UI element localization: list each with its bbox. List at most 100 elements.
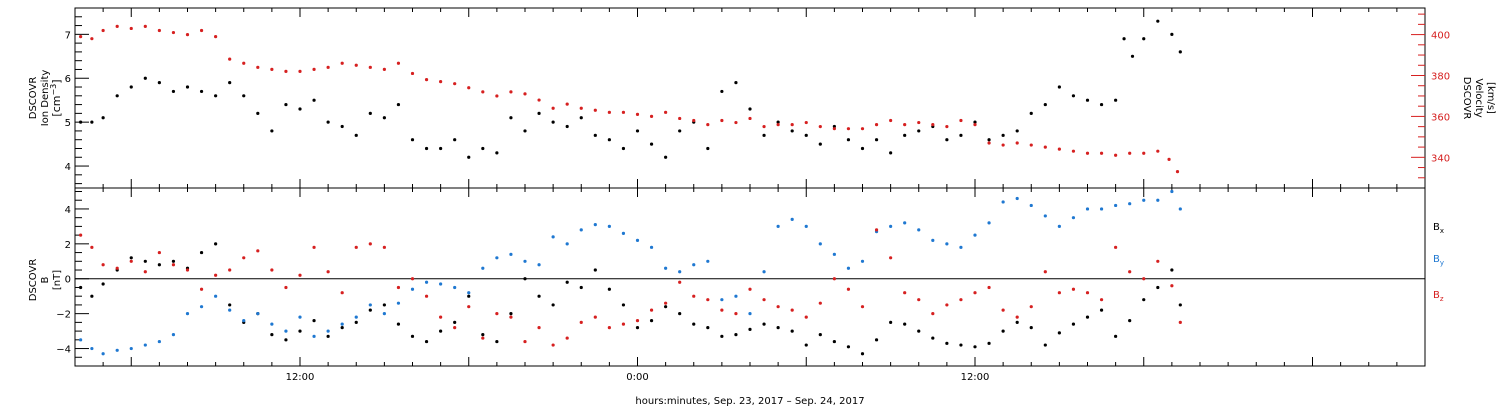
- velocity-point: [298, 69, 302, 74]
- by-point: [889, 224, 893, 228]
- ion-density-point: [1178, 50, 1182, 54]
- ion-density-point: [298, 107, 302, 111]
- ion-density-point: [720, 89, 724, 94]
- by-point: [171, 332, 176, 337]
- by-point: [326, 329, 330, 333]
- by-point: [649, 245, 654, 249]
- velocity-point: [199, 28, 204, 33]
- by-point: [945, 242, 949, 246]
- velocity-point: [129, 26, 133, 31]
- bx-point: [1071, 322, 1076, 326]
- bz-point: [889, 256, 893, 260]
- bz-point: [171, 263, 176, 267]
- ion-density-point: [917, 129, 921, 133]
- bx-point: [593, 268, 597, 272]
- ion-density-point: [776, 120, 780, 124]
- bx-point: [846, 345, 851, 349]
- bx-point: [214, 242, 218, 246]
- velocity-point: [481, 90, 485, 94]
- by-point: [242, 319, 246, 323]
- bz-point: [228, 268, 232, 272]
- ion-density-point: [1114, 98, 1118, 102]
- legend-by-base: B: [1433, 254, 1440, 265]
- velocity-point: [537, 98, 541, 102]
- bx-point: [101, 282, 105, 286]
- ion-density-point: [495, 151, 499, 155]
- velocity-point: [79, 35, 83, 39]
- bz-point: [1128, 270, 1132, 274]
- bz-point: [270, 268, 274, 272]
- bz-point: [1170, 284, 1174, 288]
- by-point: [860, 259, 865, 263]
- velocity-point: [860, 127, 865, 131]
- by-point: [354, 315, 358, 319]
- density-unit-sup: −3: [49, 84, 58, 96]
- ion-density-point: [1015, 129, 1019, 133]
- bx-point: [284, 338, 288, 342]
- ion-density-point: [1043, 102, 1047, 107]
- velocity-axis-title-1: DSCOVR: [1461, 77, 1472, 120]
- legend-bz-subscript: z: [1440, 295, 1444, 303]
- ion-density-point: [424, 146, 429, 151]
- bz-point: [509, 315, 513, 319]
- ion-density-point: [1130, 54, 1135, 58]
- by-point: [1029, 203, 1033, 208]
- bx-point: [410, 334, 415, 338]
- by-point: [635, 238, 640, 242]
- bz-point: [424, 294, 429, 298]
- bz-point: [734, 312, 738, 316]
- bz-point: [874, 228, 879, 232]
- by-point: [115, 348, 119, 352]
- velocity-point: [270, 67, 274, 71]
- bz-point: [1085, 291, 1090, 295]
- bx-point: [551, 303, 555, 307]
- bz-point: [1029, 305, 1033, 309]
- by-point: [481, 266, 485, 270]
- ion-density-point: [973, 120, 977, 124]
- velocity-point: [439, 80, 443, 84]
- ion-density-point: [1170, 32, 1174, 36]
- by-point: [987, 221, 991, 225]
- velocity-point: [1099, 151, 1104, 155]
- bottom-panel-frame: [74, 187, 1426, 367]
- by-point: [1001, 200, 1005, 204]
- bx-point: [340, 326, 344, 330]
- bz-point: [256, 249, 260, 253]
- by-point: [410, 287, 415, 291]
- velocity-point: [959, 118, 963, 123]
- ion-density-point: [453, 138, 457, 142]
- velocity-point: [903, 122, 907, 127]
- ion-density-point: [90, 120, 94, 124]
- bz-point: [410, 277, 415, 281]
- x-axis-title: hours:minutes, Sep. 23, 2017 – Sep. 24, …: [635, 396, 864, 407]
- by-point: [734, 294, 738, 298]
- bx-point: [326, 334, 330, 338]
- ion-density-point: [523, 129, 527, 133]
- bx-point: [495, 339, 499, 344]
- bz-point: [621, 322, 626, 326]
- bx-point: [959, 343, 963, 347]
- ion-density-point: [1057, 85, 1061, 89]
- ion-density-point: [959, 133, 963, 137]
- bx-point: [1085, 315, 1090, 319]
- density-y-tick-label: 4: [65, 162, 71, 173]
- bz-point: [1099, 298, 1104, 302]
- ion-density-point: [593, 133, 597, 137]
- by-point: [1156, 198, 1160, 202]
- velocity-point: [931, 122, 935, 127]
- ion-density-point: [1156, 19, 1160, 23]
- ion-density-point: [256, 111, 260, 115]
- velocity-point: [734, 120, 738, 125]
- bz-point: [1057, 291, 1061, 295]
- by-point: [832, 252, 836, 256]
- bx-point: [1043, 343, 1047, 347]
- velocity-point: [368, 65, 372, 69]
- ion-density-point: [396, 102, 401, 107]
- ion-density-point: [143, 76, 147, 80]
- velocity-point: [509, 90, 513, 94]
- b-y-tick-label: −4: [56, 345, 71, 356]
- velocity-axis-unit: [km/s]: [1485, 82, 1496, 114]
- ion-density-point: [762, 133, 766, 137]
- by-point: [298, 315, 302, 319]
- ion-density-point: [579, 116, 583, 120]
